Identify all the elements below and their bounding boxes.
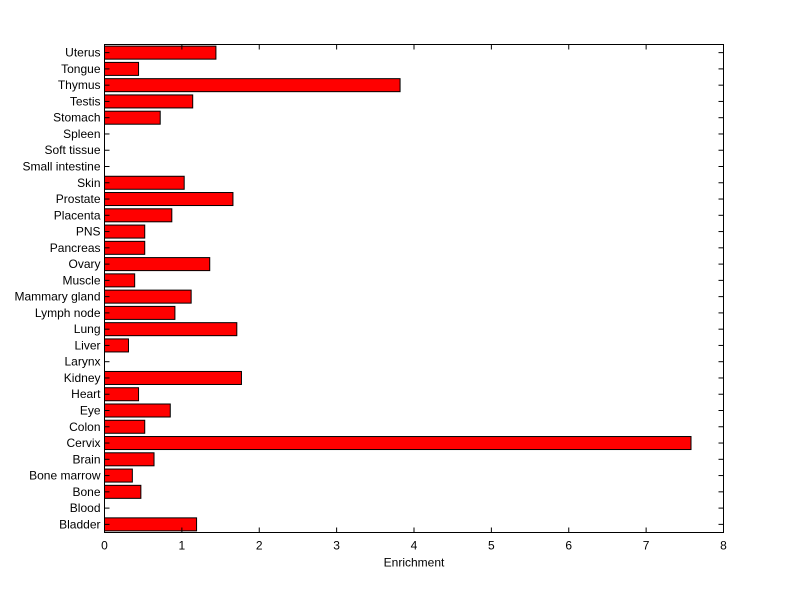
x-tick-label: 4: [411, 539, 418, 553]
bar-ovary: [104, 257, 211, 272]
x-tick-label: 5: [488, 539, 495, 553]
y-tick-label-skin: Skin: [77, 176, 100, 190]
bar-lymph-node: [104, 305, 176, 320]
bar-placenta: [104, 208, 173, 223]
bar-kidney: [104, 370, 242, 385]
y-tick-label-stomach: Stomach: [53, 111, 100, 125]
y-tick-label-larynx: Larynx: [64, 355, 100, 369]
bar-pns: [104, 224, 146, 239]
bar-heart: [104, 387, 140, 402]
bar-bladder: [104, 517, 198, 532]
bar-bone: [104, 484, 142, 499]
y-tick-label-cervix: Cervix: [66, 436, 100, 450]
bar-mammary-gland: [104, 289, 192, 304]
bar-colon: [104, 419, 146, 434]
y-tick-label-soft-tissue: Soft tissue: [44, 143, 100, 157]
y-tick-label-thymus: Thymus: [58, 78, 101, 92]
plot-area-frame: [104, 44, 724, 533]
x-tick-label: 1: [179, 539, 186, 553]
y-tick-label-prostate: Prostate: [56, 192, 101, 206]
bar-brain: [104, 452, 155, 467]
y-tick-label-eye: Eye: [80, 404, 101, 418]
ticks-layer: Bladder Blood Bone Bone marrow Brain Cervix Co…: [14, 44, 727, 553]
y-tick-label-lymph-node: Lymph node: [35, 306, 101, 320]
y-tick-label-colon: Colon: [69, 420, 100, 434]
y-tick-label-placenta: Placenta: [54, 208, 101, 222]
y-tick-label-ovary: Ovary: [68, 257, 100, 271]
x-tick-label: 0: [101, 539, 108, 553]
y-tick-label-muscle: Muscle: [62, 273, 100, 287]
bars-layer: [104, 45, 692, 532]
y-tick-label-tongue: Tongue: [61, 62, 101, 76]
bar-thymus: [104, 78, 401, 93]
y-tick-label-brain: Brain: [72, 452, 100, 466]
x-tick-label: 8: [720, 539, 727, 553]
y-tick-label-spleen: Spleen: [63, 127, 100, 141]
y-tick-label-uterus: Uterus: [65, 46, 100, 60]
bar-tongue: [104, 61, 140, 76]
bar-uterus: [104, 45, 217, 60]
bar-testis: [104, 94, 194, 109]
bar-pancreas: [104, 240, 146, 255]
y-tick-label-pancreas: Pancreas: [50, 241, 101, 255]
x-axis-label: Enrichment: [384, 556, 445, 570]
x-tick-label: 7: [643, 539, 650, 553]
x-tick-label: 2: [256, 539, 263, 553]
y-tick-label-liver: Liver: [74, 338, 100, 352]
x-tick-label: 6: [565, 539, 572, 553]
bar-stomach: [104, 110, 161, 125]
y-tick-label-lung: Lung: [74, 322, 101, 336]
y-tick-label-pns: PNS: [76, 225, 101, 239]
y-tick-label-blood: Blood: [70, 501, 101, 515]
bar-eye: [104, 403, 171, 418]
bar-prostate: [104, 192, 234, 207]
bar-lung: [104, 322, 238, 337]
y-tick-label-kidney: Kidney: [64, 371, 101, 385]
y-tick-label-bone-marrow: Bone marrow: [29, 469, 101, 483]
bar-skin: [104, 175, 185, 190]
y-tick-label-testis: Testis: [70, 94, 101, 108]
y-tick-label-mammary-gland: Mammary gland: [14, 290, 100, 304]
bar-cervix: [104, 436, 692, 451]
y-tick-label-heart: Heart: [71, 387, 101, 401]
y-tick-label-bone: Bone: [72, 485, 100, 499]
x-tick-label: 3: [333, 539, 340, 553]
y-tick-label-bladder: Bladder: [59, 517, 100, 531]
y-tick-label-small-intestine: Small intestine: [22, 160, 100, 174]
